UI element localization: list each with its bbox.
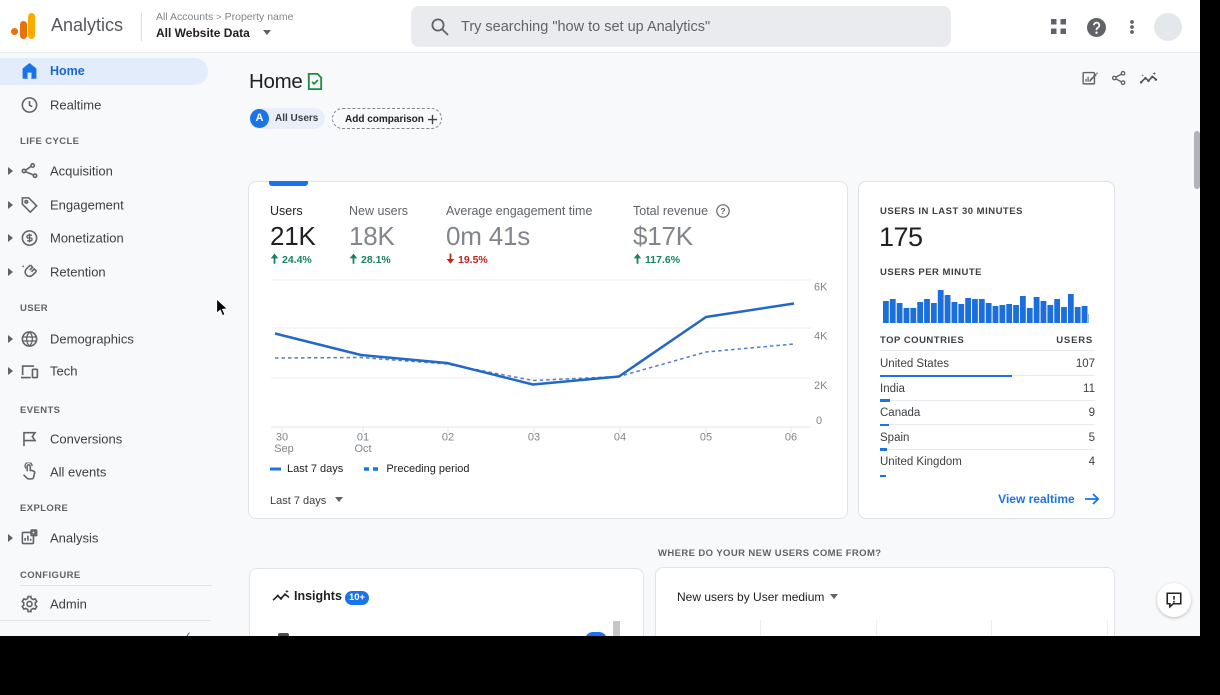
- svg-text:6K: 6K: [814, 282, 828, 294]
- svg-text:04: 04: [614, 432, 626, 444]
- svg-text:Sep: Sep: [274, 443, 294, 455]
- svg-text:03: 03: [528, 432, 540, 444]
- svg-text:0: 0: [816, 415, 822, 427]
- svg-text:06: 06: [785, 432, 797, 444]
- svg-text:01: 01: [357, 432, 369, 444]
- svg-text:30: 30: [276, 432, 288, 444]
- svg-text:?: ?: [720, 206, 725, 216]
- svg-text:Oct: Oct: [354, 443, 371, 455]
- svg-text:2K: 2K: [814, 380, 828, 392]
- svg-text:05: 05: [700, 432, 712, 444]
- svg-text:02: 02: [442, 432, 454, 444]
- svg-text:4K: 4K: [814, 331, 828, 343]
